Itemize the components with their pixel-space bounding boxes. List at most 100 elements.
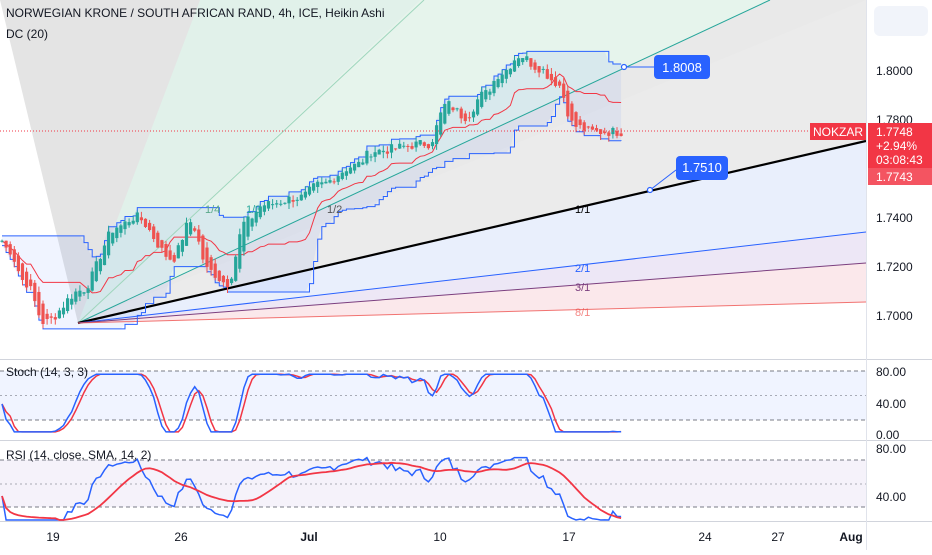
- fan-line-1-4: [77, 0, 425, 324]
- candle-body: [291, 200, 295, 202]
- candle-body: [250, 218, 254, 227]
- candle-body: [189, 222, 193, 235]
- candle-body: [508, 68, 512, 75]
- rsi-tick-40: 40.00: [876, 490, 906, 504]
- candle-body: [459, 108, 463, 119]
- main-pane[interactable]: [0, 0, 866, 330]
- candle-body: [180, 239, 184, 252]
- candle-body: [500, 74, 504, 84]
- candle-body: [66, 298, 70, 312]
- candle-body: [283, 202, 287, 204]
- candle-body: [377, 149, 381, 155]
- candle-body: [324, 181, 328, 184]
- candle-body: [578, 119, 582, 126]
- time-tick-17: 17: [562, 530, 576, 544]
- chart-title: NORWEGIAN KRONE / SOUTH AFRICAN RAND, 4h…: [6, 6, 385, 20]
- candle-body: [521, 58, 525, 63]
- candle-body: [225, 279, 230, 288]
- candle-body: [156, 232, 160, 248]
- candle-body: [467, 117, 471, 119]
- candle-body: [242, 221, 246, 252]
- candle-body: [20, 263, 25, 280]
- callout-upper[interactable]: 1.8008: [654, 55, 710, 79]
- fan-label-1-1: 1/1: [575, 204, 590, 216]
- candle-body: [496, 79, 500, 88]
- candle-body: [361, 162, 365, 165]
- candle-body: [340, 172, 344, 179]
- candle-body: [61, 307, 66, 315]
- candle-body: [529, 58, 533, 67]
- candle-body: [553, 77, 558, 86]
- fan-fill-1-2: [78, 0, 866, 323]
- candle-body: [201, 235, 205, 260]
- candle-body: [168, 250, 172, 260]
- donchian-basis: [1, 73, 622, 294]
- candle-body: [303, 191, 307, 198]
- candle-body: [16, 255, 20, 272]
- candle-body: [234, 256, 238, 281]
- candle-body: [4, 240, 8, 248]
- candle-body: [336, 176, 340, 182]
- candle-body: [402, 145, 406, 147]
- candle-body: [98, 258, 102, 272]
- candle-body: [537, 66, 541, 73]
- candle-body: [213, 263, 217, 278]
- callout-upper-value: 1.8008: [662, 60, 702, 75]
- candle-body: [332, 181, 336, 183]
- candle-body: [525, 56, 529, 61]
- candle-body: [320, 182, 324, 185]
- candle-body: [365, 150, 369, 164]
- candle-body: [562, 83, 566, 98]
- time-axis[interactable]: 19 26 Jul 10 17 24 27 Aug: [46, 530, 862, 544]
- candle-body: [570, 103, 574, 121]
- price-tick-4: 1.7200: [876, 260, 913, 274]
- candle-body: [566, 90, 570, 117]
- candle-body: [102, 245, 107, 266]
- rsi-pane[interactable]: RSI (14, close, SMA, 14, 2): [0, 448, 866, 521]
- candle-body: [480, 91, 484, 107]
- candle-body: [209, 257, 213, 270]
- candle-body: [86, 288, 90, 293]
- candle-body: [152, 226, 156, 239]
- candle-body: [238, 234, 242, 269]
- candle-body: [344, 171, 348, 176]
- callout-lower[interactable]: 1.7510: [676, 156, 728, 180]
- candle-body: [94, 261, 98, 282]
- callout-lower-anchor: [646, 186, 654, 194]
- time-tick-27: 27: [771, 530, 785, 544]
- candle-body: [488, 91, 492, 95]
- candle-body: [70, 298, 74, 305]
- candle-body: [246, 216, 250, 237]
- fan-line-8-1: [77, 301, 866, 324]
- candle-body: [369, 156, 373, 158]
- stoch-k-line: [1, 373, 622, 433]
- candle-body: [271, 204, 275, 206]
- price-axis[interactable]: 1.8000 1.7800 1.7400 1.7200 1.7000 1.774…: [810, 6, 932, 504]
- candle-body: [348, 167, 353, 174]
- candle-body: [615, 131, 619, 136]
- rsi-tick-80: 80.00: [876, 442, 906, 456]
- donchian-upper: [2, 50, 622, 258]
- candle-body: [430, 142, 435, 147]
- candle-body: [373, 152, 377, 157]
- price-tag-change: +2.94%: [876, 139, 917, 153]
- candle-body: [385, 151, 389, 154]
- callout-lower-connector: [649, 169, 677, 191]
- candle-body: [148, 222, 152, 230]
- candle-body: [41, 303, 45, 324]
- stoch-pane[interactable]: Stoch (14, 3, 3): [0, 365, 866, 433]
- candle-body: [123, 221, 127, 230]
- candle-body: [517, 58, 521, 66]
- candle-body: [451, 107, 455, 111]
- candle-body: [607, 132, 611, 136]
- candle-body: [90, 271, 94, 291]
- time-tick-19: 19: [46, 530, 60, 544]
- candle-body: [574, 112, 578, 127]
- candle-body: [435, 125, 439, 145]
- candle-body: [299, 194, 303, 201]
- candle-body: [45, 313, 49, 320]
- candle-body: [0, 240, 4, 242]
- fan-line-1-1: [77, 139, 866, 325]
